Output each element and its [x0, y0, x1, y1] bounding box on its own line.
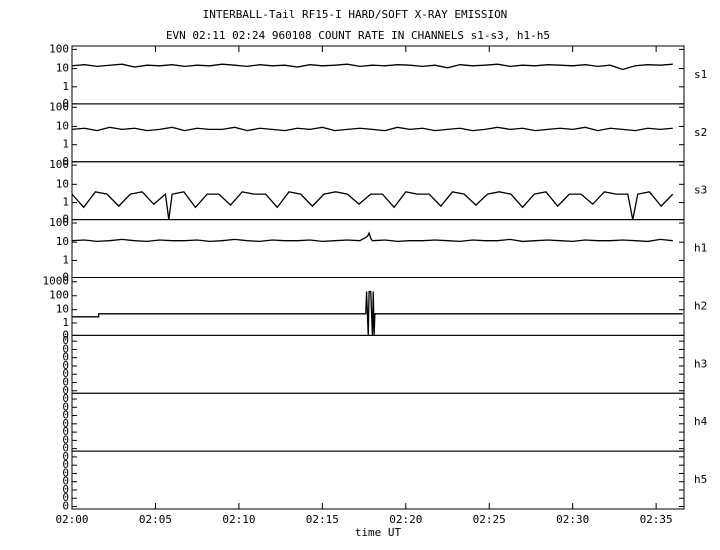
y-tick-label: 0 — [62, 375, 69, 388]
chart-subtitle: EVN 02:11 02:24 960108 COUNT RATE IN CHA… — [166, 29, 550, 42]
y-tick-label: 0 — [62, 213, 69, 226]
panel-label: s1 — [694, 68, 707, 81]
x-tick-label: 02:25 — [473, 513, 506, 526]
y-tick-label: 0 — [62, 475, 69, 488]
y-tick-label: 1000 — [43, 275, 70, 288]
y-tick-label: 0 — [62, 425, 69, 438]
y-tick-label: 1 — [62, 80, 69, 93]
y-tick-label: 0 — [62, 417, 69, 430]
y-tick-label: 1 — [62, 316, 69, 329]
y-tick-label: 0 — [62, 155, 69, 168]
y-tick-label: 0 — [62, 367, 69, 380]
y-tick-label: 1 — [62, 196, 69, 209]
y-tick-label: 100 — [49, 289, 69, 302]
data-line — [71, 231, 673, 243]
x-tick-label: 02:00 — [55, 513, 88, 526]
y-tick-label: 0 — [62, 483, 69, 496]
x-tick-label: 02:35 — [640, 513, 673, 526]
x-tick-label: 02:30 — [556, 513, 589, 526]
panel-label: h4 — [694, 415, 708, 428]
y-tick-label: 0 — [62, 271, 69, 284]
y-tick-label: 100 — [49, 42, 69, 55]
y-tick-label: 0 — [62, 359, 69, 372]
y-tick-label: 0 — [62, 334, 69, 347]
panel-label: h2 — [694, 299, 707, 312]
y-tick-label: 100 — [49, 158, 69, 171]
y-tick-label: 10 — [56, 62, 69, 75]
x-tick-label: 02:15 — [306, 513, 339, 526]
x-axis-label: time UT — [355, 526, 402, 539]
y-tick-label: 0 — [62, 351, 69, 364]
panel-label: h5 — [694, 473, 707, 486]
y-tick-label: 0 — [62, 392, 69, 405]
panel-label: h1 — [694, 242, 707, 255]
y-tick-label: 0 — [62, 500, 69, 513]
y-tick-label: 0 — [62, 433, 69, 446]
y-tick-label: 0 — [62, 384, 69, 397]
y-tick-label: 10 — [56, 119, 69, 132]
panel-label: s3 — [694, 184, 707, 197]
y-tick-label: 0 — [62, 458, 69, 471]
panel-frame — [71, 450, 685, 510]
y-tick-label: 1 — [62, 138, 69, 151]
chart-title: INTERBALL-Tail RF15-I HARD/SOFT X-RAY EM… — [203, 8, 508, 21]
y-tick-label: 10 — [56, 177, 69, 190]
y-tick-label: 10 — [56, 303, 69, 316]
x-tick-label: 02:20 — [389, 513, 422, 526]
data-line — [71, 126, 673, 132]
y-tick-label: 0 — [62, 442, 69, 455]
x-tick-label: 02:10 — [222, 513, 255, 526]
y-tick-label: 0 — [62, 450, 69, 463]
y-tick-label: 100 — [49, 216, 69, 229]
y-tick-label: 0 — [62, 466, 69, 479]
y-tick-label: 0 — [62, 409, 69, 422]
y-tick-label: 0 — [62, 342, 69, 355]
panel-label: h3 — [694, 357, 707, 370]
y-tick-label: 0 — [62, 97, 69, 110]
y-tick-label: 100 — [49, 100, 69, 113]
y-tick-label: 1 — [62, 253, 69, 266]
y-tick-label: 10 — [56, 235, 69, 248]
y-tick-label: 0 — [62, 491, 69, 504]
data-line — [71, 63, 673, 71]
panel-label: s2 — [694, 126, 707, 139]
y-tick-label: 0 — [62, 400, 69, 413]
y-tick-label: 0 — [62, 328, 69, 341]
x-tick-label: 02:05 — [139, 513, 172, 526]
